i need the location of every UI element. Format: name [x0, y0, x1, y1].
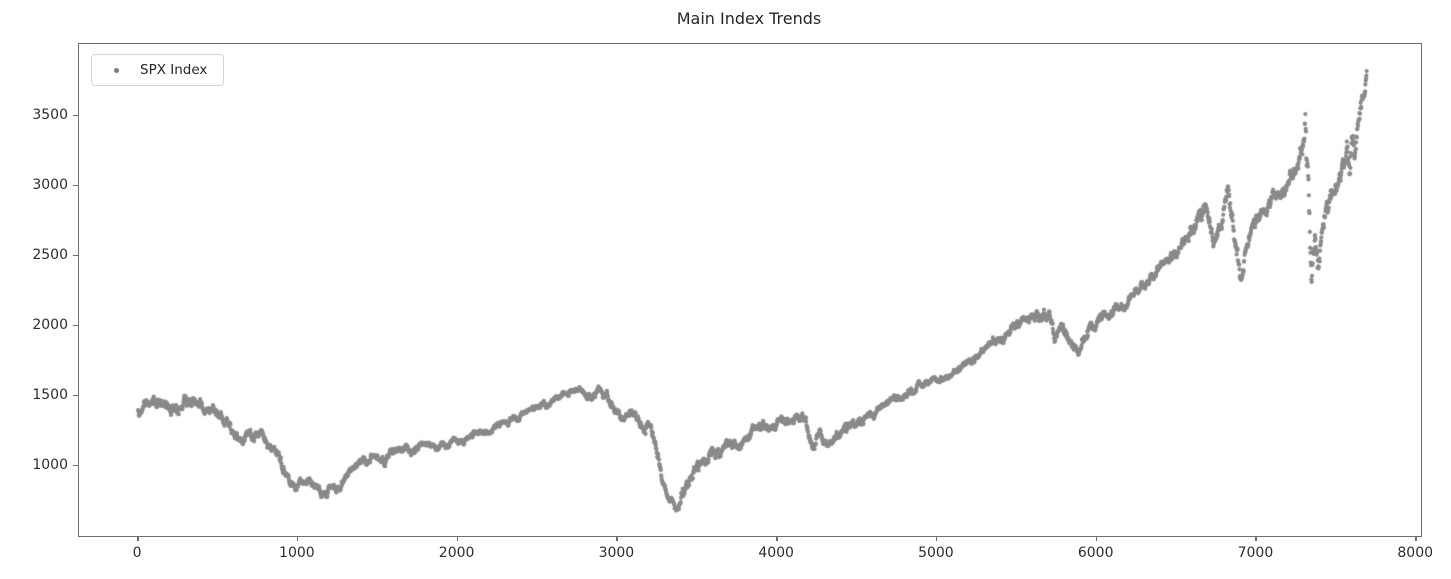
y-tick-mark — [73, 115, 78, 117]
x-tick-label: 8000 — [1397, 545, 1434, 561]
plot-area: SPX Index — [78, 43, 1422, 537]
scatter-marker-icon — [114, 67, 119, 73]
x-tick-mark — [616, 536, 618, 542]
x-tick-mark — [456, 536, 459, 542]
x-tick-mark — [1415, 536, 1417, 542]
x-tick-label: 3000 — [598, 545, 635, 561]
y-tick-label: 1500 — [32, 387, 68, 404]
x-tick-label: 7000 — [1237, 545, 1274, 561]
x-tick-mark — [776, 536, 778, 542]
x-tick-label: 4000 — [758, 545, 794, 561]
x-tick-mark — [935, 536, 938, 542]
x-tick-mark — [1255, 536, 1257, 542]
x-tick-label: 1000 — [279, 545, 315, 561]
legend-box: SPX Index — [91, 54, 225, 86]
y-tick-mark — [73, 255, 78, 257]
chart-title: Main Index Trends — [676, 9, 822, 28]
x-tick-label: 2000 — [438, 545, 475, 561]
y-tick-label: 3000 — [32, 177, 68, 194]
y-tick-label: 2500 — [32, 247, 68, 264]
scatter-canvas — [79, 44, 1421, 536]
y-tick-mark — [73, 325, 78, 327]
x-tick-mark — [137, 536, 139, 542]
y-tick-mark — [73, 185, 78, 187]
x-tick-label: 5000 — [918, 545, 954, 561]
y-tick-label: 1000 — [32, 457, 68, 473]
x-tick-mark — [296, 536, 299, 542]
y-tick-mark — [73, 465, 78, 467]
x-tick-label: 6000 — [1077, 545, 1114, 561]
y-tick-label: 3500 — [32, 107, 68, 124]
y-tick-mark — [73, 395, 78, 397]
x-tick-label: 0 — [132, 545, 142, 561]
x-tick-mark — [1095, 536, 1098, 542]
y-tick-label: 2000 — [32, 317, 68, 334]
legend-label: SPX Index — [140, 62, 208, 78]
